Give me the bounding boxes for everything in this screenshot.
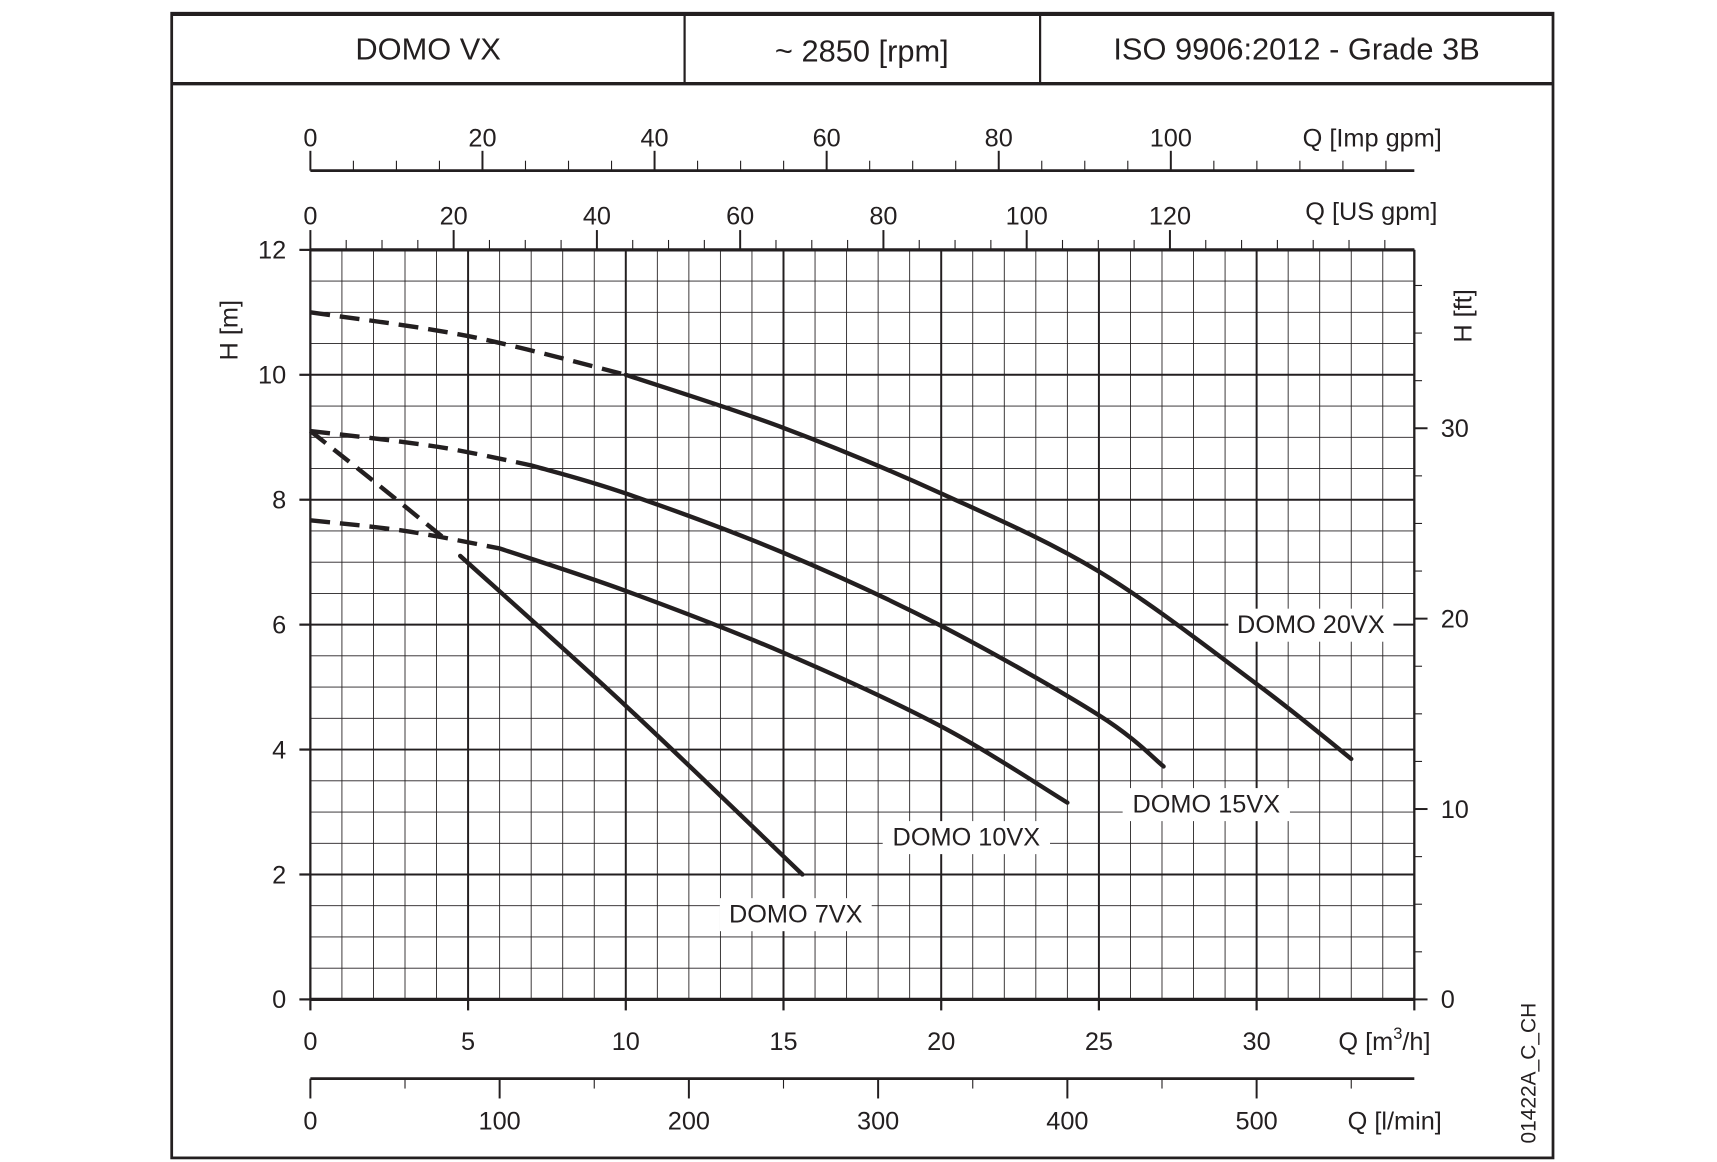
labels: DOMO 20VX DOMO 15VX DOMO 10VX DOMO 7VX [719, 608, 1394, 932]
x-axis-label-superscript: 3 [1393, 1025, 1402, 1043]
y-tick-label: 8 [272, 487, 286, 515]
domo-15vx-solid-curve [528, 463, 1166, 769]
y-tick-label: 4 [272, 736, 286, 764]
header-speed: ~ 2850 [rpm] [775, 34, 949, 69]
y2-tick-label: 0 [1441, 986, 1455, 1014]
domo-7vx-solid-curve [457, 553, 805, 877]
y2-tick-label: 10 [1441, 796, 1469, 824]
l-min-axis-tick-label: 0 [303, 1107, 317, 1135]
drawing-code: 01422A_C_CH [1517, 1003, 1540, 1144]
l-min-axis-tick-label: 500 [1236, 1107, 1278, 1135]
domo-20vx-dashed-curve [310, 310, 627, 377]
x-axis-label-suffix: /h] [1402, 1028, 1430, 1056]
us-gpm-axis-tick-label: 120 [1149, 203, 1191, 231]
imp-gpm-axis-tick-label: 0 [303, 124, 317, 152]
domo-10vx-label: DOMO 10VX [893, 823, 1041, 851]
l-min-axis-tick-label: 100 [479, 1107, 521, 1135]
y-tick-label: 10 [258, 362, 286, 390]
x-tick-label: 15 [769, 1028, 797, 1056]
domo-7vx-label-bg [719, 898, 872, 932]
y2-tick-label: 20 [1441, 605, 1469, 633]
domo-7vx-label: DOMO 7VX [729, 900, 863, 928]
us-gpm-axis-tick-label: 60 [726, 203, 754, 231]
domo-15vx-label: DOMO 15VX [1132, 790, 1280, 818]
imp-gpm-axis-tick-label: 100 [1150, 124, 1192, 152]
x-tick-label: 25 [1085, 1028, 1113, 1056]
x-tick-label: 0 [303, 1028, 317, 1056]
x-axis-label: Q [m3/h] [1338, 1025, 1430, 1056]
header-model: DOMO VX [355, 31, 500, 66]
domo-7vx-dashed-curve [309, 429, 445, 539]
domo-15vx-dashed-curve [310, 428, 532, 468]
domo-10vx-dashed-curve [310, 518, 501, 551]
imp-gpm-axis-tick-label: 80 [985, 124, 1013, 152]
us-gpm-axis-tick-label: 20 [440, 203, 468, 231]
header-table: DOMO VX ~ 2850 [rpm] ISO 9906:2012 - Gra… [170, 11, 1555, 1160]
us-gpm-axis-tick-label: 0 [303, 203, 317, 231]
us-gpm-axis-tick-label: 40 [583, 203, 611, 231]
us-gpm-axis-tick-label: 100 [1006, 203, 1048, 231]
l-min-axis-label: Q [l/min] [1348, 1107, 1442, 1135]
domo-15vx-label-bg [1122, 788, 1290, 822]
x-tick-label: 5 [461, 1028, 475, 1056]
l-min-axis-tick-label: 300 [857, 1107, 899, 1135]
l-min-axis-tick-label: 200 [668, 1107, 710, 1135]
imp-gpm-axis-tick-label: 20 [468, 124, 496, 152]
x-tick-label: 20 [927, 1028, 955, 1056]
y-tick-label: 6 [272, 611, 286, 639]
domo-20vx-label: DOMO 20VX [1237, 611, 1385, 639]
curves [309, 310, 1354, 877]
domo-10vx-label-bg [882, 821, 1051, 855]
header-standard: ISO 9906:2012 - Grade 3B [1113, 31, 1479, 66]
x-tick-label: 10 [612, 1028, 640, 1056]
imp-gpm-axis-tick-label: 40 [640, 124, 668, 152]
domo-10vx-solid-curve [497, 546, 1070, 805]
domo-20vx-solid-curve [623, 372, 1354, 762]
y-tick-label: 12 [258, 237, 286, 265]
us-gpm-axis-label: Q [US gpm] [1305, 198, 1437, 226]
us-gpm-axis-tick-label: 80 [869, 203, 897, 231]
y-tick-label: 0 [272, 986, 286, 1014]
imp-gpm-axis-tick-label: 60 [813, 124, 841, 152]
l-min-axis-tick-label: 400 [1046, 1107, 1088, 1135]
imp-gpm-axis-label: Q [Imp gpm] [1303, 124, 1442, 152]
y2-axis-label: H [ft] [1450, 289, 1478, 342]
y2-tick-label: 30 [1441, 415, 1469, 443]
x-tick-label: 30 [1243, 1028, 1271, 1056]
y-tick-label: 2 [272, 861, 286, 889]
y-axis-label: H [m] [216, 300, 244, 360]
domo-20vx-label-bg [1228, 608, 1394, 642]
